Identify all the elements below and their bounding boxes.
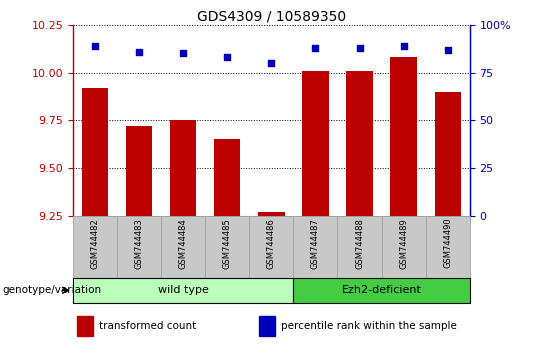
Text: GSM744483: GSM744483 bbox=[134, 218, 144, 269]
Bar bbox=[249, 216, 293, 278]
Bar bbox=[73, 278, 293, 303]
Bar bbox=[293, 278, 470, 303]
Bar bbox=[117, 216, 161, 278]
Text: genotype/variation: genotype/variation bbox=[3, 285, 102, 295]
Bar bbox=[82, 88, 108, 354]
Bar bbox=[170, 120, 197, 354]
Text: GSM744489: GSM744489 bbox=[399, 218, 408, 269]
Point bbox=[443, 47, 452, 52]
Text: percentile rank within the sample: percentile rank within the sample bbox=[281, 321, 457, 331]
Title: GDS4309 / 10589350: GDS4309 / 10589350 bbox=[197, 10, 346, 24]
Text: GSM744488: GSM744488 bbox=[355, 218, 364, 269]
Bar bbox=[73, 216, 117, 278]
Point bbox=[223, 55, 232, 60]
Bar bbox=[382, 216, 426, 278]
Bar bbox=[390, 57, 417, 354]
Point bbox=[311, 45, 320, 51]
Point bbox=[399, 43, 408, 48]
Bar bbox=[435, 92, 461, 354]
Point bbox=[179, 51, 187, 56]
Point bbox=[91, 43, 99, 48]
Text: Ezh2-deficient: Ezh2-deficient bbox=[342, 285, 422, 295]
Text: GSM744484: GSM744484 bbox=[179, 218, 188, 269]
Bar bbox=[161, 216, 205, 278]
Text: GSM744486: GSM744486 bbox=[267, 218, 276, 269]
Bar bbox=[338, 216, 382, 278]
Text: GSM744487: GSM744487 bbox=[311, 218, 320, 269]
Bar bbox=[346, 71, 373, 354]
Bar bbox=[302, 71, 329, 354]
Bar bbox=[293, 216, 338, 278]
Text: GSM744490: GSM744490 bbox=[443, 218, 452, 268]
Point bbox=[267, 60, 275, 66]
Bar bbox=[259, 316, 275, 336]
Bar bbox=[426, 216, 470, 278]
Bar bbox=[205, 216, 249, 278]
Text: transformed count: transformed count bbox=[99, 321, 196, 331]
Point bbox=[135, 49, 144, 55]
Bar bbox=[214, 139, 240, 354]
Text: GSM744485: GSM744485 bbox=[223, 218, 232, 269]
Point bbox=[355, 45, 364, 51]
Bar bbox=[77, 316, 93, 336]
Text: wild type: wild type bbox=[158, 285, 208, 295]
Bar bbox=[258, 212, 285, 354]
Text: GSM744482: GSM744482 bbox=[91, 218, 99, 269]
Bar bbox=[126, 126, 152, 354]
